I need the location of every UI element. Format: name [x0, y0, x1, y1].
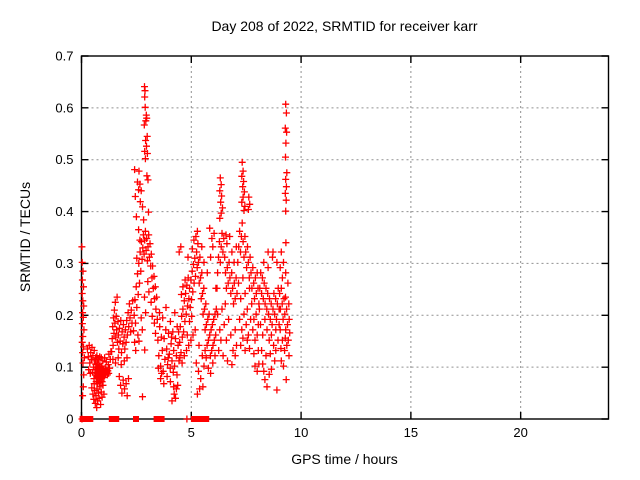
scatter-points [78, 83, 294, 423]
x-axis-label: GPS time / hours [291, 451, 398, 467]
zero-point-marker [158, 416, 165, 422]
y-tick-label: 0.3 [55, 256, 73, 271]
zero-point-marker [133, 416, 139, 422]
zero-point-marker [79, 416, 86, 422]
y-tick-label: 0.6 [55, 100, 73, 115]
y-tick-label: 0.5 [55, 152, 73, 167]
plot-border [80, 55, 610, 420]
y-tick-label: 0.1 [55, 360, 73, 375]
zero-point-marker [108, 416, 115, 422]
zero-point-marker [113, 416, 120, 422]
zero-point-marker [203, 416, 210, 422]
gridlines [81, 56, 609, 419]
x-tick-label: 20 [513, 425, 527, 440]
y-tick-label: 0.4 [55, 204, 73, 219]
x-tick-label: 5 [188, 425, 195, 440]
zero-line-squares [79, 416, 210, 422]
chart-title: Day 208 of 2022, SRMTID for receiver kar… [211, 18, 478, 34]
zero-point-marker [153, 416, 160, 422]
x-tick-label: 15 [404, 425, 418, 440]
zero-point-marker [198, 416, 205, 422]
y-tick-label: 0 [66, 412, 73, 427]
x-tick-label: 0 [78, 425, 85, 440]
zero-point-marker [82, 416, 89, 422]
zero-point-marker [87, 416, 94, 422]
y-tick-label: 0.2 [55, 308, 73, 323]
y-tick-label: 0.7 [55, 49, 73, 64]
x-tick-label: 10 [294, 425, 308, 440]
